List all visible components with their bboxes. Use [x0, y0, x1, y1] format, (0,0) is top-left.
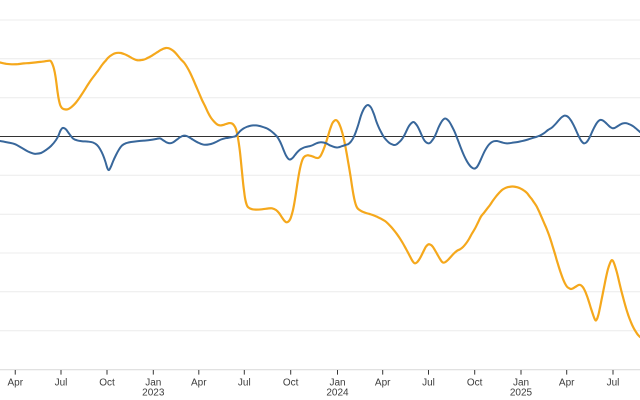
svg-text:Apr: Apr	[191, 378, 207, 389]
svg-text:Jan: Jan	[513, 378, 529, 389]
svg-text:Jul: Jul	[607, 378, 620, 389]
svg-text:Jul: Jul	[55, 378, 68, 389]
svg-text:Oct: Oct	[283, 378, 299, 389]
svg-text:Oct: Oct	[99, 378, 115, 389]
svg-text:Apr: Apr	[559, 378, 575, 389]
svg-text:Jul: Jul	[422, 378, 435, 389]
svg-text:Jan: Jan	[329, 378, 345, 389]
svg-text:2024: 2024	[326, 388, 349, 399]
svg-text:Apr: Apr	[375, 378, 391, 389]
svg-text:2023: 2023	[142, 388, 165, 399]
svg-text:2025: 2025	[510, 388, 533, 399]
svg-text:Jan: Jan	[145, 378, 161, 389]
svg-text:Jul: Jul	[238, 378, 251, 389]
svg-text:Apr: Apr	[7, 378, 23, 389]
svg-text:Oct: Oct	[467, 378, 483, 389]
